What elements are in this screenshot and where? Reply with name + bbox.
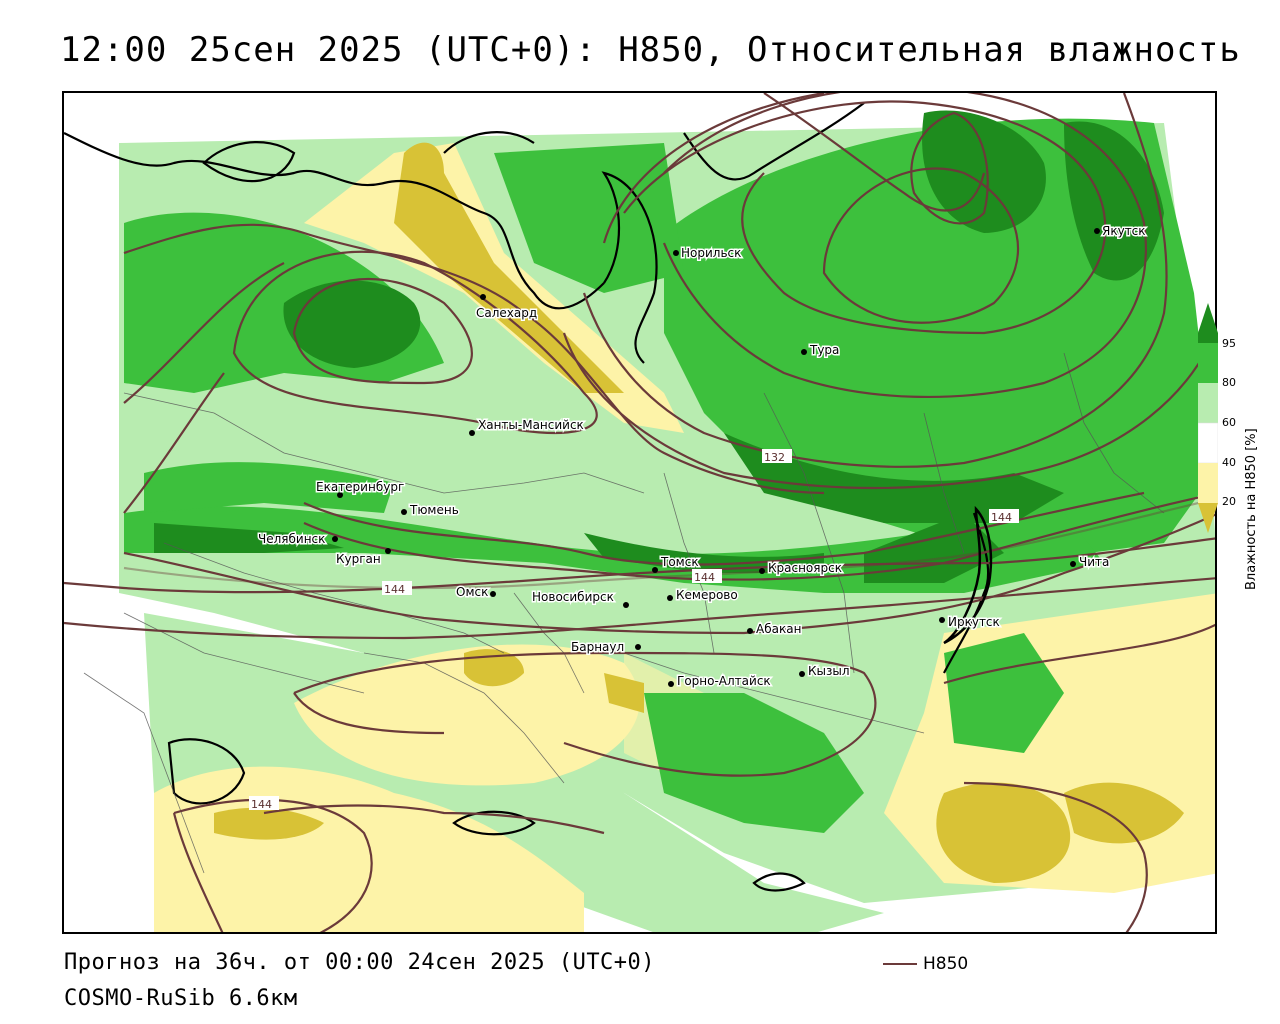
city-label: Якутск bbox=[1102, 224, 1146, 238]
city-marker bbox=[490, 591, 496, 597]
map-title: 12:00 25сен 2025 (UTC+0): H850, Относите… bbox=[60, 30, 1241, 70]
city-label: Тюмень bbox=[409, 503, 459, 517]
legend-line-swatch bbox=[883, 963, 917, 965]
city-marker bbox=[337, 492, 343, 498]
humidity-dark-green bbox=[154, 110, 1164, 583]
city-marker bbox=[801, 349, 807, 355]
city-label: Иркутск bbox=[948, 615, 1000, 629]
city-label: Чита bbox=[1079, 555, 1109, 569]
map-area: 132 144 144 144 144 Норильск Якутск Сале… bbox=[62, 91, 1217, 934]
city-marker bbox=[385, 548, 391, 554]
city-marker bbox=[799, 671, 805, 677]
city-marker bbox=[652, 567, 658, 573]
contour-label: 144 bbox=[251, 798, 272, 811]
city-label: Норильск bbox=[681, 246, 741, 260]
colorbar bbox=[1198, 303, 1218, 533]
city-marker bbox=[401, 509, 407, 515]
city-label: Абакан bbox=[756, 622, 801, 636]
city-label: Кызыл bbox=[808, 664, 850, 678]
humidity-dark-yellow bbox=[214, 142, 1184, 883]
city-marker bbox=[332, 536, 338, 542]
colorbar-tick: 20 bbox=[1222, 495, 1236, 508]
city-marker bbox=[635, 644, 641, 650]
city-marker bbox=[668, 681, 674, 687]
city-marker bbox=[667, 595, 673, 601]
city-marker bbox=[747, 628, 753, 634]
city-label: Курган bbox=[336, 552, 381, 566]
city-label: Новосибирск bbox=[532, 590, 614, 604]
city-label: Ханты-Мансийск bbox=[478, 418, 584, 432]
contour-label: 144 bbox=[991, 511, 1012, 524]
contour-labels: 132 144 144 144 144 bbox=[249, 449, 1019, 811]
city-marker bbox=[759, 568, 765, 574]
city-marker bbox=[939, 617, 945, 623]
city-label: Барнаул bbox=[571, 640, 624, 654]
weather-map: 132 144 144 144 144 Норильск Якутск Сале… bbox=[64, 93, 1215, 932]
city-label: Томск bbox=[660, 555, 699, 569]
city-label: Екатеринбург bbox=[316, 480, 404, 494]
contour-label: 144 bbox=[694, 571, 715, 584]
colorbar-tick: 95 bbox=[1222, 337, 1236, 350]
city-label: Горно-Алтайск bbox=[677, 674, 771, 688]
legend-label: H850 bbox=[923, 954, 969, 974]
cities: Норильск Якутск Салехард Тура Ханты-Манс… bbox=[257, 223, 1148, 690]
contour-label: 144 bbox=[384, 583, 405, 596]
city-marker bbox=[1070, 561, 1076, 567]
city-label: Тура bbox=[809, 343, 839, 357]
city-marker bbox=[623, 602, 629, 608]
city-marker bbox=[673, 250, 679, 256]
humidity-green bbox=[124, 118, 1214, 833]
forecast-info: Прогноз на 36ч. от 00:00 24сен 2025 (UTC… bbox=[64, 950, 656, 975]
colorbar-tick: 60 bbox=[1222, 416, 1236, 429]
city-label: Челябинск bbox=[258, 532, 325, 546]
model-info: COSMO-RuSib 6.6км bbox=[64, 986, 298, 1011]
city-label: Кемерово bbox=[676, 588, 738, 602]
contour-legend: H850 bbox=[883, 954, 968, 974]
city-marker bbox=[480, 294, 486, 300]
city-label: Красноярск bbox=[768, 561, 842, 575]
coastlines bbox=[64, 102, 990, 892]
baikal-outline bbox=[943, 505, 993, 645]
contour-label: 132 bbox=[764, 451, 785, 464]
city-label: Салехард bbox=[476, 306, 537, 320]
city-label: Омск bbox=[456, 585, 488, 599]
city-marker bbox=[1094, 228, 1100, 234]
city-marker bbox=[469, 430, 475, 436]
colorbar-tick: 80 bbox=[1222, 376, 1236, 389]
colorbar-title: Влажность на H850 [%] bbox=[1244, 428, 1259, 590]
colorbar-tick: 40 bbox=[1222, 456, 1236, 469]
